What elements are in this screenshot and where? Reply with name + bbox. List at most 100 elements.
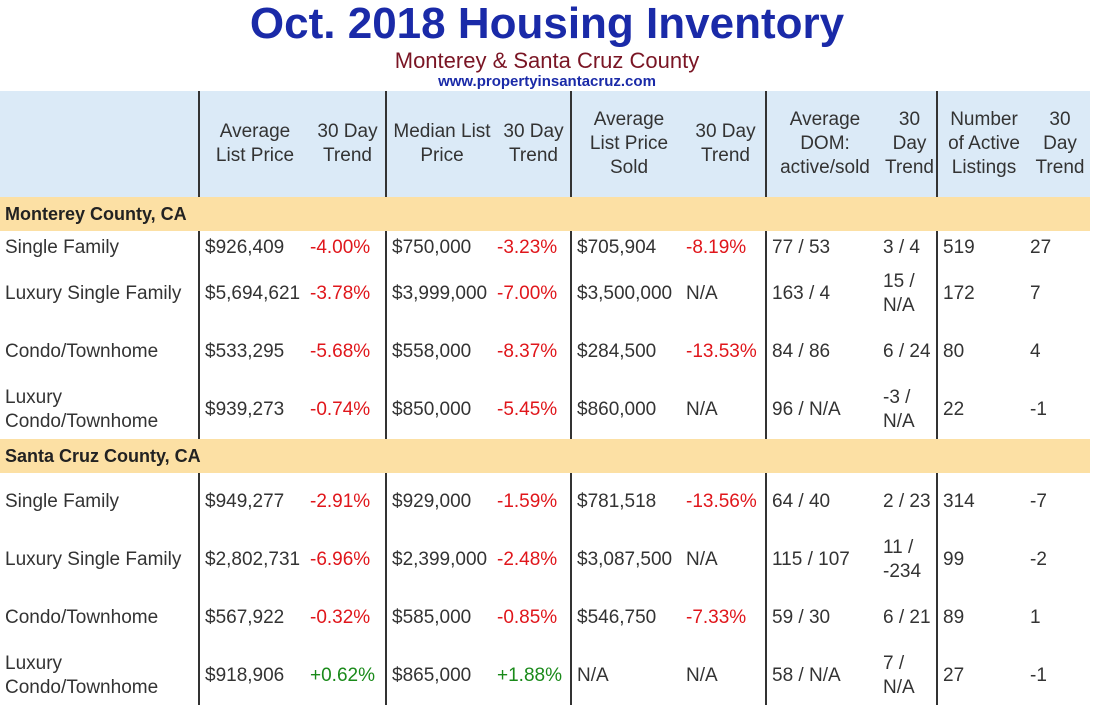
table-cell: 6 / 21 (883, 607, 931, 628)
table-cell: $750,000 (385, 231, 492, 265)
table-row: Luxury Condo/Townhome $939,273 -0.74% $850,… (0, 381, 1090, 439)
table-cell: $865,000 (385, 647, 492, 705)
table-cell: $705,904 (570, 231, 681, 265)
table-cell: 2 / 23 (883, 491, 931, 512)
row-label: Luxury Single Family (5, 283, 182, 304)
table-cell: $558,000 (385, 323, 492, 381)
table-cell: 11 / -234 (883, 537, 922, 582)
row-label: Single Family (5, 237, 120, 258)
column-header: Average DOM: active/sold (765, 91, 878, 197)
table-cell: -2.91% (310, 491, 371, 512)
table-cell: 89 (936, 589, 1025, 647)
page-title: Oct. 2018 Housing Inventory (249, 0, 845, 48)
table-cell: +0.62% (310, 665, 375, 686)
column-header: 30 Day Trend (305, 91, 386, 197)
table-cell: 27 (936, 647, 1025, 705)
table-cell: -1 (1030, 665, 1047, 686)
table-cell: 59 / 30 (765, 589, 878, 647)
column-header: 30 Day Trend (492, 91, 571, 197)
table-cell: -3.23% (497, 237, 558, 258)
table-cell: 99 (936, 531, 1025, 589)
column-header: Median List Price (385, 91, 492, 197)
page-subtitle: Monterey & Santa Cruz County (394, 48, 700, 73)
table-cell: $284,500 (570, 323, 681, 381)
website-link[interactable]: www.propertyinsantacruz.com (438, 73, 656, 90)
table-cell: 4 (1030, 341, 1041, 362)
table-cell: $949,277 (198, 473, 305, 531)
table-cell: 80 (936, 323, 1025, 381)
table-cell: 22 (936, 381, 1025, 439)
table-cell: -3 / N/A (883, 387, 915, 432)
table-row: Condo/Townhome $533,295 -5.68% $558,000 -8.3… (0, 323, 1090, 381)
table-row: Single Family $949,277 -2.91% $929,000 -1.59… (0, 473, 1090, 531)
inventory-table: Average List Price 30 Day Trend Median L… (0, 91, 1090, 705)
column-header: Average List Price (198, 91, 305, 197)
table-cell: -3.78% (310, 283, 371, 304)
table-cell: -0.32% (310, 607, 371, 628)
row-label: Condo/Townhome (5, 607, 159, 628)
table-cell: $2,399,000 (385, 531, 492, 589)
column-header: Number of Active Listings (936, 91, 1025, 197)
table-cell: +1.88% (497, 665, 562, 686)
table-cell: $3,500,000 (570, 265, 681, 323)
table-cell: N/A (686, 665, 718, 686)
table-cell: -2 (1030, 549, 1047, 570)
table-cell: $939,273 (198, 381, 305, 439)
table-cell: -0.74% (310, 399, 371, 420)
table-cell: -6.96% (310, 549, 371, 570)
table-cell: $3,999,000 (385, 265, 492, 323)
table-cell: 163 / 4 (765, 265, 878, 323)
page-header: Oct. 2018 Housing Inventory Monterey & S… (0, 0, 1094, 92)
table-cell: N/A (686, 399, 718, 420)
table-row: Luxury Single Family $2,802,731 -6.96% $2,3… (0, 531, 1090, 589)
row-label: Luxury Condo/Townhome (5, 387, 159, 432)
table-cell: -1 (1030, 399, 1047, 420)
table-cell: -7.00% (497, 283, 558, 304)
table-cell: -5.45% (497, 399, 558, 420)
table-cell: $929,000 (385, 473, 492, 531)
table-cell: N/A (686, 549, 718, 570)
row-label: Single Family (5, 491, 120, 512)
table-cell: $546,750 (570, 589, 681, 647)
table-cell: $2,802,731 (198, 531, 305, 589)
table-cell: 519 (936, 231, 1025, 265)
table-cell: -2.48% (497, 549, 558, 570)
table-cell: $3,087,500 (570, 531, 681, 589)
table-cell: $926,409 (198, 231, 305, 265)
table-cell: 7 (1030, 283, 1041, 304)
table-header-row: Average List Price 30 Day Trend Median L… (0, 91, 1090, 197)
table-cell: 96 / N/A (765, 381, 878, 439)
table-cell: -13.53% (686, 341, 757, 362)
section-title: Monterey County, CA (0, 197, 1090, 231)
table-cell: 64 / 40 (765, 473, 878, 531)
table-cell: -7 (1030, 491, 1047, 512)
table-cell: -1.59% (497, 491, 558, 512)
table-cell: 7 / N/A (883, 653, 915, 698)
table-cell: 314 (936, 473, 1025, 531)
column-header: Average List Price Sold (570, 91, 681, 197)
table-cell: 1 (1030, 607, 1041, 628)
table-cell: 84 / 86 (765, 323, 878, 381)
column-header: 30 Day Trend (1025, 91, 1090, 197)
column-header (0, 91, 199, 197)
table-cell: $781,518 (570, 473, 681, 531)
table-row: Single Family $926,409 -4.00% $750,000 -3.23… (0, 231, 1090, 265)
table-row: Luxury Condo/Townhome $918,906 +0.62% $865,… (0, 647, 1090, 705)
section-title: Santa Cruz County, CA (0, 439, 1090, 473)
table-cell: -5.68% (310, 341, 371, 362)
table-cell: $850,000 (385, 381, 492, 439)
table-cell: 77 / 53 (765, 231, 878, 265)
table-cell: 172 (936, 265, 1025, 323)
table-cell: -8.19% (686, 237, 747, 258)
table-cell: -8.37% (497, 341, 558, 362)
table-cell: 115 / 107 (765, 531, 878, 589)
row-label: Luxury Single Family (5, 549, 182, 570)
table-cell: 3 / 4 (883, 237, 920, 258)
table-cell: -4.00% (310, 237, 371, 258)
column-header: 30 Day Trend (681, 91, 766, 197)
table-cell: $567,922 (198, 589, 305, 647)
table-cell: -13.56% (686, 491, 757, 512)
table-row: Condo/Townhome $567,922 -0.32% $585,000 -0.8… (0, 589, 1090, 647)
table-body: Monterey County, CA Single Family $926,409… (0, 197, 1090, 705)
row-label: Luxury Condo/Townhome (5, 653, 159, 698)
